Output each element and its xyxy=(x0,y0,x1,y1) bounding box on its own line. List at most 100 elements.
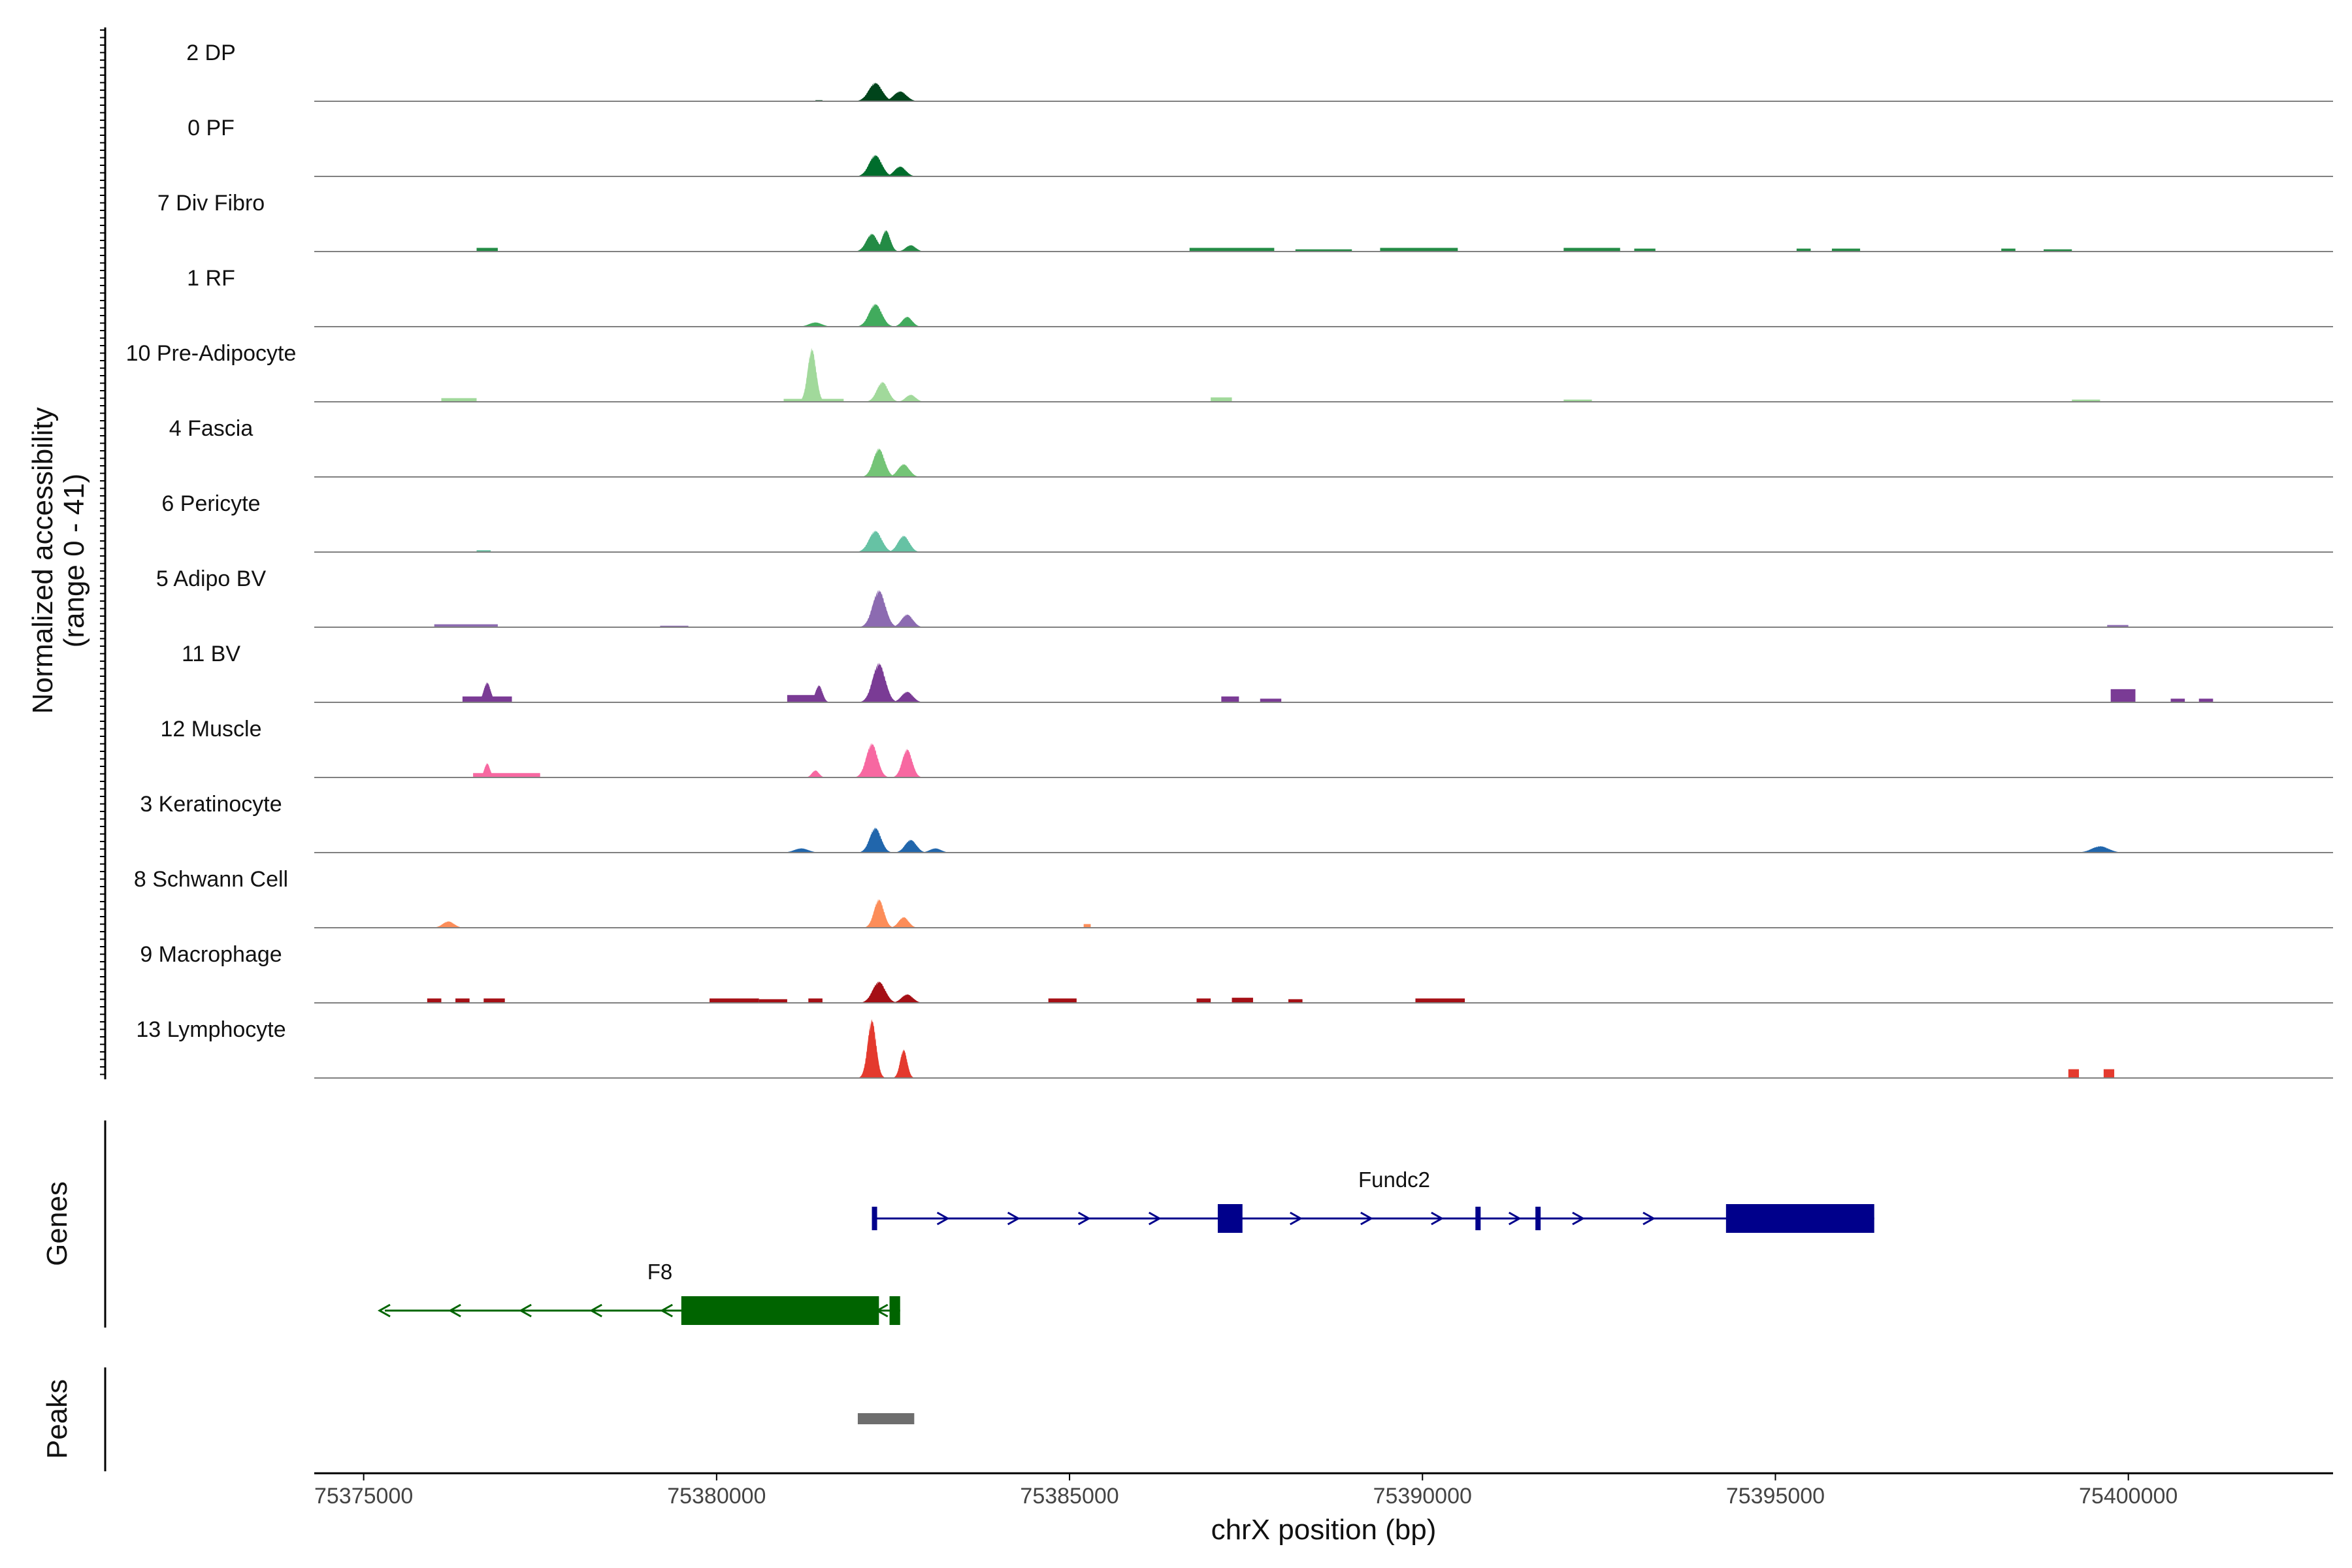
coverage-block xyxy=(2103,1069,2115,1078)
coverage-block xyxy=(2001,248,2016,252)
coverage-block xyxy=(2170,698,2185,702)
gene-strand-arrow xyxy=(1290,1211,1303,1226)
coverage-block xyxy=(441,398,477,402)
coverage-peak xyxy=(850,154,901,176)
track-7-div-fibro: 7 Div Fibro xyxy=(157,191,2333,252)
coverage-peak xyxy=(849,743,895,777)
x-tick-label: 75395000 xyxy=(1726,1484,1825,1509)
track-13-lymphocyte: 13 Lymphocyte xyxy=(136,1017,2333,1079)
coverage-peak xyxy=(888,840,934,853)
gene-f8: F8 xyxy=(377,1260,900,1325)
coverage-block xyxy=(483,998,505,1003)
coverage-peak xyxy=(853,662,905,702)
gene-strand-arrow xyxy=(377,1303,391,1318)
track-0-pf: 0 PF xyxy=(188,116,2333,177)
coverage-peak xyxy=(913,848,958,853)
track-label: 13 Lymphocyte xyxy=(136,1017,286,1042)
coverage-peak xyxy=(773,848,830,853)
coverage-block xyxy=(808,998,823,1003)
gene-exon xyxy=(872,1207,877,1230)
coverage-peak xyxy=(790,322,841,327)
track-label: 3 Keratinocyte xyxy=(140,792,282,817)
coverage-peak xyxy=(848,82,902,101)
coverage-peak xyxy=(877,166,923,176)
gene-strand-arrow xyxy=(1360,1211,1373,1226)
coverage-peak xyxy=(853,827,898,853)
coverage-block xyxy=(434,624,498,627)
coverage-tracks: 2 DP 0 PF 7 Div Fibro 1 RF 10 Pre-Adipocyte 4… xyxy=(126,41,2333,1079)
coverage-block xyxy=(1634,248,1656,252)
gene-exon xyxy=(1725,1204,1874,1233)
track-label: 5 Adipo BV xyxy=(156,566,267,591)
gene-strand-arrow xyxy=(1007,1211,1021,1226)
y-axis-title-line2: (range 0 - 41) xyxy=(58,474,90,648)
track-11-bv: 11 BV xyxy=(182,642,2333,703)
coverage-peak xyxy=(881,535,926,552)
track-label: 10 Pre-Adipocyte xyxy=(126,341,297,366)
coverage-peak xyxy=(874,91,926,101)
coverage-block xyxy=(710,998,759,1003)
track-1-rf: 1 RF xyxy=(187,266,2333,327)
coverage-block xyxy=(1260,698,1282,702)
coverage-peak xyxy=(849,233,895,252)
track-6-pericyte: 6 Pericyte xyxy=(161,491,2333,553)
track-label: 12 Muscle xyxy=(161,717,262,742)
coverage-block xyxy=(1295,249,1352,252)
track-5-adipo-bv: 5 Adipo BV xyxy=(156,566,2333,628)
coverage-block xyxy=(1221,696,1239,702)
track-4-fascia: 4 Fascia xyxy=(169,416,2333,478)
genes-axis-label: Genes xyxy=(41,1181,73,1266)
coverage-block xyxy=(1196,998,1211,1003)
coverage-peak xyxy=(887,748,927,777)
coverage-block xyxy=(1211,397,1232,402)
coverage-peak xyxy=(889,1049,918,1078)
coverage-block xyxy=(1380,248,1458,252)
gene-track: Fundc2 F8 xyxy=(377,1168,1874,1325)
coverage-block xyxy=(1288,999,1303,1003)
coverage-y-axis-ticks xyxy=(100,29,105,1075)
coverage-block xyxy=(2068,1069,2080,1078)
x-tick-label: 75380000 xyxy=(667,1484,766,1509)
gene-exon xyxy=(1475,1207,1481,1230)
track-label: 6 Pericyte xyxy=(161,491,260,516)
coverage-peak xyxy=(890,245,931,252)
coverage-peak xyxy=(885,614,930,627)
coverage-block xyxy=(427,998,442,1003)
coverage-peak xyxy=(883,917,924,928)
gene-exon xyxy=(681,1296,879,1325)
coverage-block xyxy=(2072,399,2100,402)
gene-strand-arrow xyxy=(1642,1211,1656,1226)
coverage-peak xyxy=(881,464,926,477)
coverage-peak xyxy=(860,382,906,402)
coverage-block xyxy=(476,248,498,252)
track-label: 0 PF xyxy=(188,116,235,140)
coverage-block xyxy=(759,999,787,1003)
track-label: 11 BV xyxy=(182,642,240,666)
coverage-peak xyxy=(473,682,502,702)
gene-strand-arrow xyxy=(660,1303,673,1318)
coverage-block xyxy=(455,998,470,1003)
coverage-block xyxy=(473,773,540,777)
coverage-block xyxy=(1048,998,1077,1003)
coverage-block xyxy=(787,694,823,702)
coverage-peak xyxy=(804,685,834,702)
coverage-block xyxy=(1796,248,1811,252)
coverage-block xyxy=(2110,689,2136,702)
gene-strand-arrow xyxy=(589,1303,602,1318)
track-label: 8 Schwann Cell xyxy=(134,867,288,892)
gene-strand-arrow xyxy=(875,1303,889,1318)
coverage-peak xyxy=(859,898,899,928)
x-tick-label: 75375000 xyxy=(314,1484,413,1509)
track-label: 9 Macrophage xyxy=(140,942,282,967)
coverage-peak xyxy=(855,1019,889,1078)
coverage-peak xyxy=(885,691,930,702)
gene-exon xyxy=(1535,1207,1541,1230)
track-label: 4 Fascia xyxy=(169,416,253,441)
gene-fundc2: Fundc2 xyxy=(872,1168,1874,1233)
x-tick-label: 75385000 xyxy=(1020,1484,1119,1509)
coverage-block xyxy=(2198,698,2213,702)
coverage-block xyxy=(2107,625,2129,627)
peak-region xyxy=(857,1413,915,1424)
